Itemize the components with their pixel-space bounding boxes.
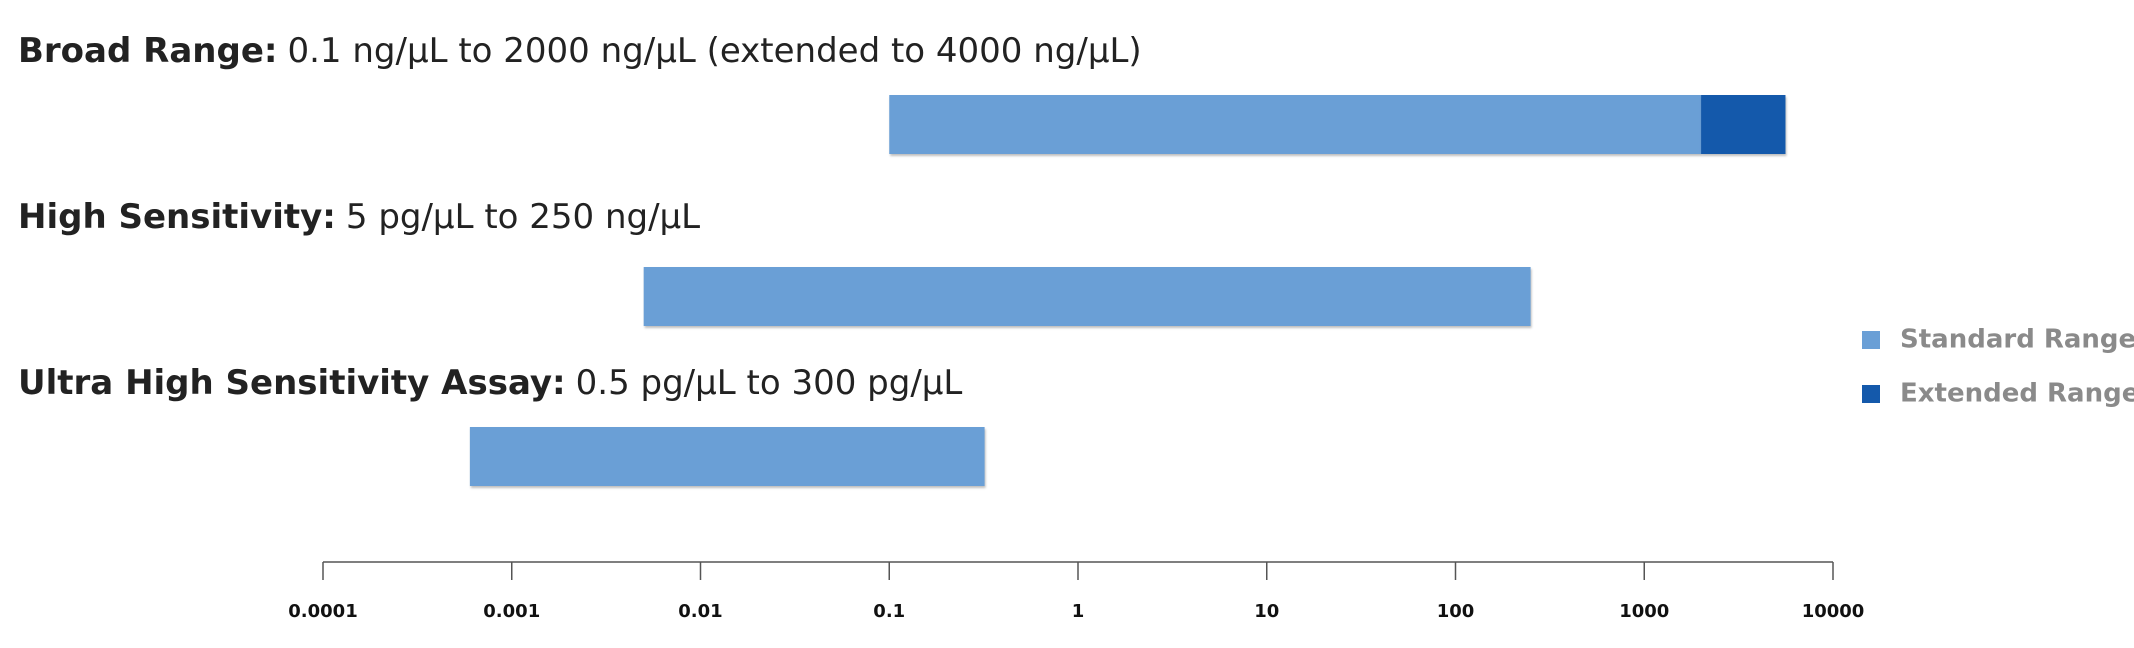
row-description: 5 pg/µL to 250 ng/µL: [346, 197, 700, 237]
x-tick-label: 10000: [1802, 601, 1865, 622]
row-label: High Sensitivity:: [18, 197, 336, 237]
legend-swatch: [1862, 331, 1880, 349]
legend-label: Extended Range: [1900, 379, 2134, 409]
row-title: Ultra High Sensitivity Assay: 0.5 pg/µL t…: [18, 363, 962, 403]
x-tick-label: 0.01: [678, 601, 722, 622]
x-tick-label: 0.1: [873, 601, 905, 622]
row-title: Broad Range: 0.1 ng/µL to 2000 ng/µL (ext…: [18, 31, 1142, 71]
legend-label: Standard Range: [1900, 325, 2134, 355]
row-description: 0.1 ng/µL to 2000 ng/µL (extended to 400…: [287, 31, 1141, 71]
row-label: Broad Range:: [18, 31, 277, 71]
x-tick-label: 0.0001: [288, 601, 357, 622]
row-title: High Sensitivity: 5 pg/µL to 250 ng/µL: [18, 197, 700, 237]
range-bar: [889, 95, 1702, 154]
row-description: 0.5 pg/µL to 300 pg/µL: [576, 363, 963, 403]
x-tick-label: 0.001: [483, 601, 540, 622]
x-tick-label: 1000: [1619, 601, 1669, 622]
range-bar: [643, 267, 1531, 326]
legend-swatch: [1862, 385, 1880, 403]
x-tick-label: 1: [1072, 601, 1085, 622]
range-bar: [1701, 95, 1786, 154]
x-tick-label: 10: [1254, 601, 1279, 622]
x-tick-label: 100: [1437, 601, 1475, 622]
row-label: Ultra High Sensitivity Assay:: [18, 363, 566, 403]
range-bar: [469, 427, 985, 486]
